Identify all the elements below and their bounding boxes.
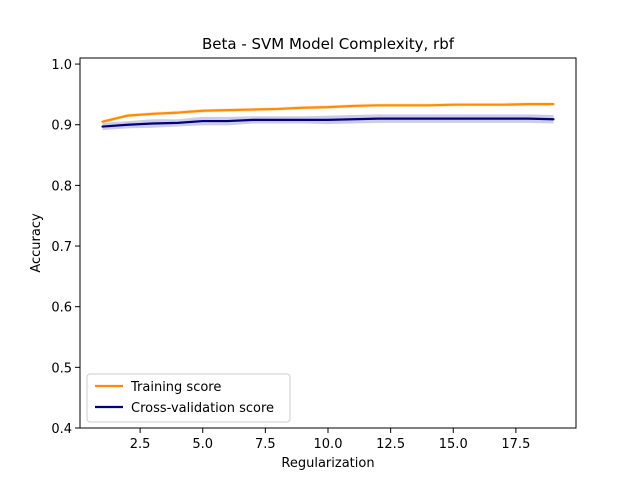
- legend-label-cross-validation: Cross-validation score: [131, 401, 274, 416]
- y-tick-label: 0.9: [51, 119, 72, 134]
- y-tick-label: 0.6: [51, 301, 72, 316]
- series-lines: [101, 102, 555, 128]
- y-tick-label: 0.4: [51, 422, 72, 437]
- legend: Training score Cross-validation score: [86, 373, 291, 423]
- x-tick-label: 15.0: [439, 437, 468, 452]
- y-axis-label: Accuracy: [29, 213, 44, 273]
- y-tick-label: 0.7: [51, 240, 72, 255]
- y-tick-label: 1.0: [51, 58, 72, 73]
- x-tick-label: 2.5: [130, 437, 151, 452]
- x-tick-label: 7.5: [255, 437, 276, 452]
- x-axis-label: Regularization: [281, 456, 374, 471]
- y-tick-label: 0.5: [51, 361, 72, 376]
- x-tick-label: 17.5: [501, 437, 530, 452]
- x-axis-ticks: 2.5 5.0 7.5 10.0 12.5 15.0 17.5: [130, 428, 530, 452]
- y-tick-label: 0.8: [51, 179, 72, 194]
- legend-box: [86, 373, 291, 423]
- chart-title: Beta - SVM Model Complexity, rbf: [202, 35, 455, 53]
- x-tick-label: 5.0: [192, 437, 213, 452]
- x-tick-label: 10.0: [314, 437, 343, 452]
- y-axis-ticks: 0.4 0.5 0.6 0.7 0.8 0.9 1.0: [51, 58, 80, 437]
- x-tick-label: 12.5: [376, 437, 405, 452]
- line-series-1: [101, 117, 555, 128]
- line-series-0: [101, 102, 555, 123]
- legend-label-training: Training score: [130, 380, 221, 395]
